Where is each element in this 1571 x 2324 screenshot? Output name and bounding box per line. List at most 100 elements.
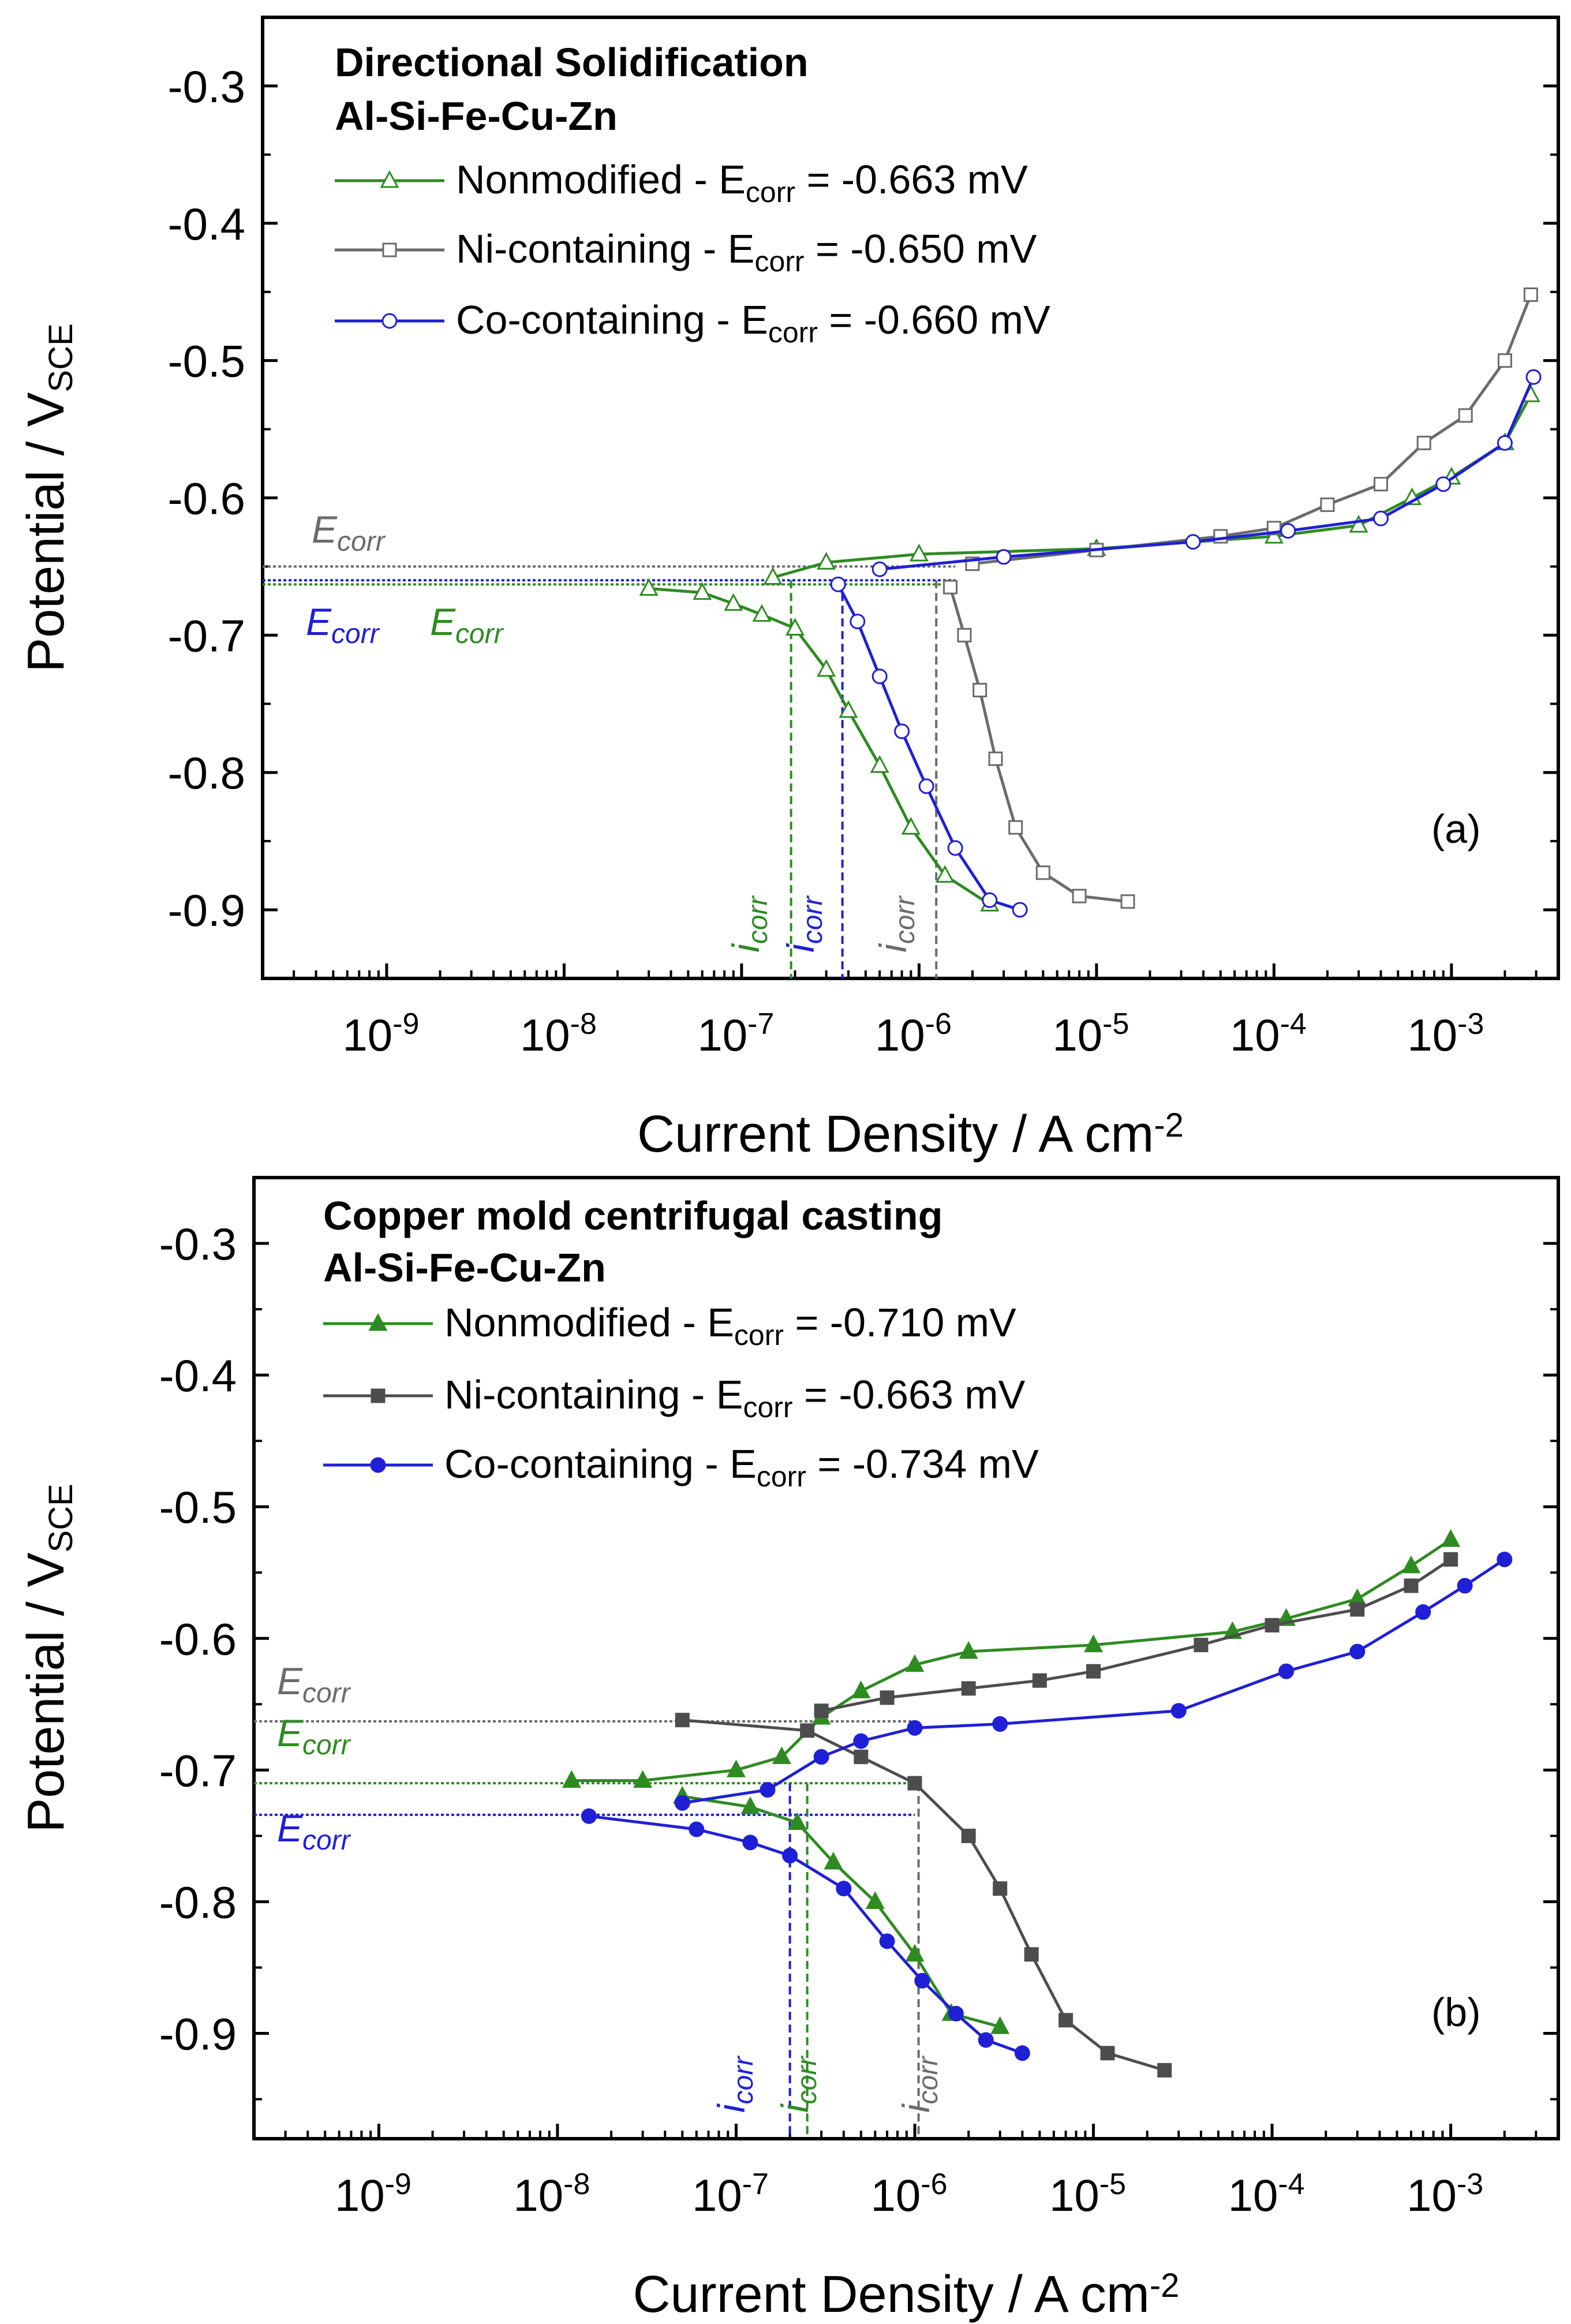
y-tick-label-part: -0.3 [159,1219,237,1269]
legend-marker [380,170,399,188]
x-tick-label: 10-6 [870,2168,947,2221]
series-line-ni-containing [949,586,1128,903]
y-tick-label-part: -0.5 [159,1482,237,1533]
x-axis-label-part: -2 [1154,1107,1184,1144]
data-point-co-containing [894,723,910,739]
x-axis-label-part: Current Density / A cm [637,1105,1154,1163]
legend-entry: Nonmodified - Ecorr = -0.663 mV [456,157,1028,208]
x-tick-label-part: 10 [1228,2170,1278,2221]
y-tick-label-part: -0.4 [159,1350,237,1401]
legend-marker [370,1457,386,1473]
legend-entry-part: corr [746,176,795,208]
data-point-co-containing [760,1782,776,1798]
legend-entry-part: Co-containing - E [456,297,768,342]
y-tick-label: -0.5 [168,336,245,387]
data-point-co-containing [1457,1578,1473,1594]
ecorr-label: Ecorr [277,1660,351,1709]
x-tick-label-part: -7 [742,2168,769,2201]
y-axis-label-part: Potential / V [17,1552,75,1832]
y-tick-label: -0.8 [159,1877,237,1927]
data-point-co-containing [1497,1551,1513,1567]
x-axis-label-part: -2 [1150,2267,1180,2304]
data-point-ni-containing [880,1690,895,1705]
x-tick-label: 10-4 [1230,1007,1307,1060]
panel-label-part: (a) [1431,806,1481,851]
legend-entry-part: = -0.734 mV [806,1441,1039,1486]
x-tick-label-part: 10 [342,1010,392,1060]
chart-panel-a: -0.3-0.4-0.5-0.6-0.7-0.8-0.910-9 10-8 10-7… [17,16,1560,1163]
y-tick-label-part: -0.9 [159,2009,237,2060]
data-point-ni-containing [800,1723,815,1738]
x-tick-label: 10-3 [1407,1007,1484,1060]
legend-entry-part: = -0.650 mV [805,226,1037,271]
data-point-ni-containing [1213,529,1228,544]
series-line-ni-containing [682,1718,1165,2072]
data-point-co-containing [1185,534,1201,550]
icorr-label: icorr [871,895,921,952]
y-tick-label: -0.7 [159,1745,237,1796]
data-point-co-containing [996,549,1012,565]
y-axis-label-part: SCE [42,323,80,392]
y-tick-label-part: -0.8 [159,1877,237,1927]
data-point-ni-containing [1194,1638,1209,1653]
y-tick-label: -0.8 [168,748,245,798]
x-tick-label-part: -6 [925,1007,952,1041]
data-point-co-containing [1280,523,1296,539]
legend-entry-part: corr [757,1460,806,1493]
y-tick-label-part: -0.4 [168,199,245,249]
chart-title-part: Copper mold centrifugal casting [323,1193,942,1238]
legend-entry-part: Ni-containing - E [456,226,754,271]
x-tick-label-part: 10 [875,1010,925,1060]
x-tick-label-part: 10 [1407,2170,1457,2221]
y-tick-label-part: -0.7 [168,610,245,661]
legend-entry-part: Ni-containing - E [444,1372,743,1417]
data-point-nonmodified [851,1680,871,1699]
data-point-co-containing [689,1821,705,1837]
x-tick-label-part: -3 [1457,1007,1484,1041]
ecorr-label-part: corr [302,1678,351,1709]
data-point-ni-containing [1008,820,1023,835]
ecorr-label-part: E [306,600,332,643]
data-point-nonmodified [772,1746,791,1765]
data-point-co-containing [947,840,963,856]
icorr-label-part: corr [792,2056,822,2105]
data-point-nonmodified [639,578,659,596]
data-point-ni-containing [1404,1578,1419,1593]
series-line-co-containing [879,376,1535,571]
icorr-label-part: i [871,943,914,952]
chart-subtitle: Al-Si-Fe-Cu-Zn [323,1245,606,1290]
x-tick-label-part: -5 [1102,1007,1129,1041]
icorr-label-part: corr [890,895,921,944]
legend-entry-part: Nonmodified - E [444,1300,734,1345]
ecorr-label-part: E [277,1807,303,1850]
data-point-nonmodified [870,755,889,773]
y-axis-label: Potential / VSCE [17,1484,80,1833]
ecorr-label: Ecorr [277,1712,351,1761]
legend-entry: Ni-containing - Ecorr = -0.663 mV [444,1372,1026,1423]
data-point-nonmodified [905,1654,925,1672]
data-point-co-containing [1170,1703,1187,1719]
data-point-ni-containing [1086,1664,1101,1679]
data-point-co-containing [1497,435,1513,451]
data-point-nonmodified [905,1944,925,1962]
data-point-co-containing [982,892,998,908]
series-line-nonmodified [682,1795,1001,2028]
x-tick-label: 10-5 [1052,1007,1129,1060]
y-tick-label: -0.6 [159,1613,237,1664]
y-tick-label: -0.9 [168,885,245,936]
x-tick-label-part: 10 [1049,2170,1099,2221]
x-tick-label-part: -5 [1099,2168,1126,2201]
series-line-ni-containing [972,294,1532,566]
series-line-co-containing [589,1814,1023,2055]
data-point-nonmodified [865,1891,885,1909]
legend-marker [382,242,397,257]
data-point-co-containing [978,2032,994,2048]
data-point-ni-containing [1374,477,1389,492]
data-point-nonmodified [990,2016,1010,2034]
data-point-co-containing [1373,510,1389,526]
ecorr-label-part: corr [331,619,380,649]
panel-label-part: (b) [1431,1990,1481,2035]
data-point-co-containing [907,1720,923,1736]
data-point-co-containing [918,778,934,794]
y-tick-label: -0.4 [159,1350,237,1401]
